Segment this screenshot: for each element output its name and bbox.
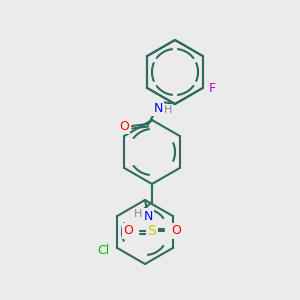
Text: N: N [153,101,163,115]
Text: F: F [209,82,216,94]
Text: N: N [143,209,153,223]
Text: O: O [171,224,181,238]
Text: H: H [134,209,142,219]
Text: O: O [119,119,129,133]
Text: Cl: Cl [97,244,110,257]
Text: H: H [164,105,172,115]
Text: O: O [123,224,133,238]
Text: S: S [148,224,156,238]
